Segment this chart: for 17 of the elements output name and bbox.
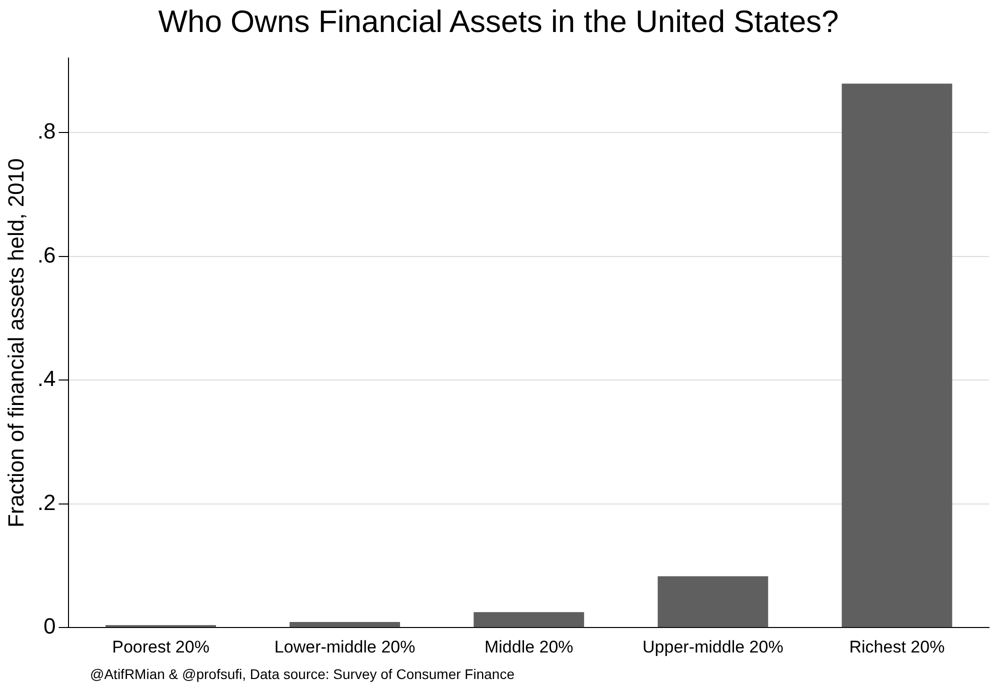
- y-axis-title: Fraction of financial assets held, 2010: [3, 158, 28, 528]
- y-tick-label: .6: [37, 242, 56, 268]
- bar: [474, 612, 584, 628]
- text: @AtifRMian & @profsufi, Data source: Survey of Consumer Finance: [90, 666, 514, 682]
- x-tick-label: Poorest 20%: [112, 637, 210, 656]
- bar: [842, 84, 952, 628]
- x-tick-label: Richest 20%: [849, 637, 945, 656]
- y-tick-label: .4: [37, 366, 56, 392]
- y-tick-label: .8: [37, 118, 56, 144]
- bar: [290, 622, 400, 628]
- bar: [658, 576, 768, 628]
- x-tick-label: Lower-middle 20%: [274, 637, 416, 656]
- chart-title: Who Owns Financial Assets in the United States?: [157, 4, 840, 40]
- x-tick-label: Middle 20%: [484, 637, 574, 656]
- y-tick-label: .2: [37, 490, 56, 515]
- y-tick-label: 0: [44, 614, 56, 639]
- x-tick-label: Upper-middle 20%: [642, 637, 784, 656]
